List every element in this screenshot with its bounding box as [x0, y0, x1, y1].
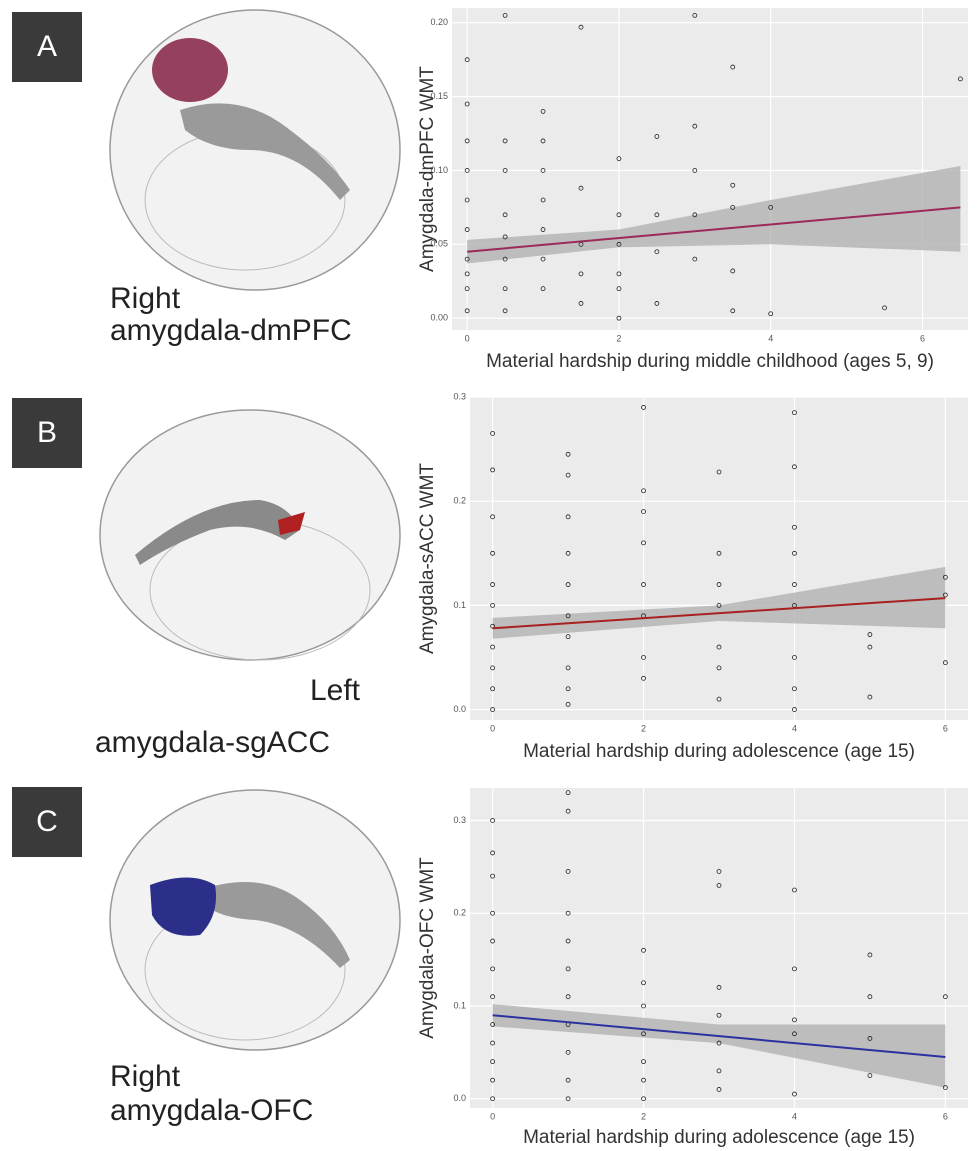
y-axis-label: Amygdala-dmPFC WMT: [417, 66, 438, 272]
brain-label: amygdala-sgACC: [95, 726, 330, 759]
y-tick-label: 0.3: [453, 391, 466, 401]
y-axis-label: Amygdala-OFC WMT: [417, 857, 438, 1039]
x-tick-label: 6: [920, 333, 925, 343]
plot-background: [470, 397, 968, 720]
x-tick-label: 2: [616, 333, 621, 343]
y-tick-label: 0.3: [453, 815, 466, 825]
x-tick-label: 6: [943, 723, 948, 733]
x-tick-label: 2: [641, 1111, 646, 1121]
figure: A Right amygdala-dmPFC B Left amygdala-s…: [0, 0, 979, 1151]
y-tick-label: 0.00: [430, 313, 448, 323]
y-axis-label: Amygdala-sACC WMT: [417, 463, 438, 654]
brain-label: Left: [310, 674, 361, 707]
y-tick-label: 0.1: [453, 1000, 466, 1010]
x-tick-label: 4: [768, 333, 773, 343]
y-tick-label: 0.0: [453, 704, 466, 714]
brain-image: [110, 790, 400, 1050]
x-tick-label: 0: [490, 1111, 495, 1121]
x-axis-label: Material hardship during middle childhoo…: [486, 351, 934, 372]
brain-image: [110, 10, 400, 290]
brain-image: [100, 410, 400, 660]
x-tick-label: 0: [465, 333, 470, 343]
y-tick-label: 0.0: [453, 1093, 466, 1103]
y-tick-label: 0.1: [453, 600, 466, 610]
x-tick-label: 2: [641, 723, 646, 733]
brain-label: amygdala-OFC: [110, 1094, 313, 1127]
x-tick-label: 4: [792, 1111, 797, 1121]
panel-letter: B: [37, 416, 57, 449]
x-tick-label: 6: [943, 1111, 948, 1121]
y-tick-label: 0.20: [430, 17, 448, 27]
y-tick-label: 0.2: [453, 496, 466, 506]
x-tick-label: 4: [792, 723, 797, 733]
x-tick-label: 0: [490, 723, 495, 733]
x-axis-label: Material hardship during adolescence (ag…: [523, 1127, 915, 1148]
brain-label: Right: [110, 282, 181, 315]
panel-letter: A: [37, 30, 57, 63]
brain-label: amygdala-dmPFC: [110, 314, 352, 347]
brain-label: Right: [110, 1060, 181, 1093]
plot-background: [452, 8, 968, 330]
y-tick-label: 0.2: [453, 908, 466, 918]
panel-letter: C: [36, 805, 58, 838]
x-axis-label: Material hardship during adolescence (ag…: [523, 741, 915, 762]
